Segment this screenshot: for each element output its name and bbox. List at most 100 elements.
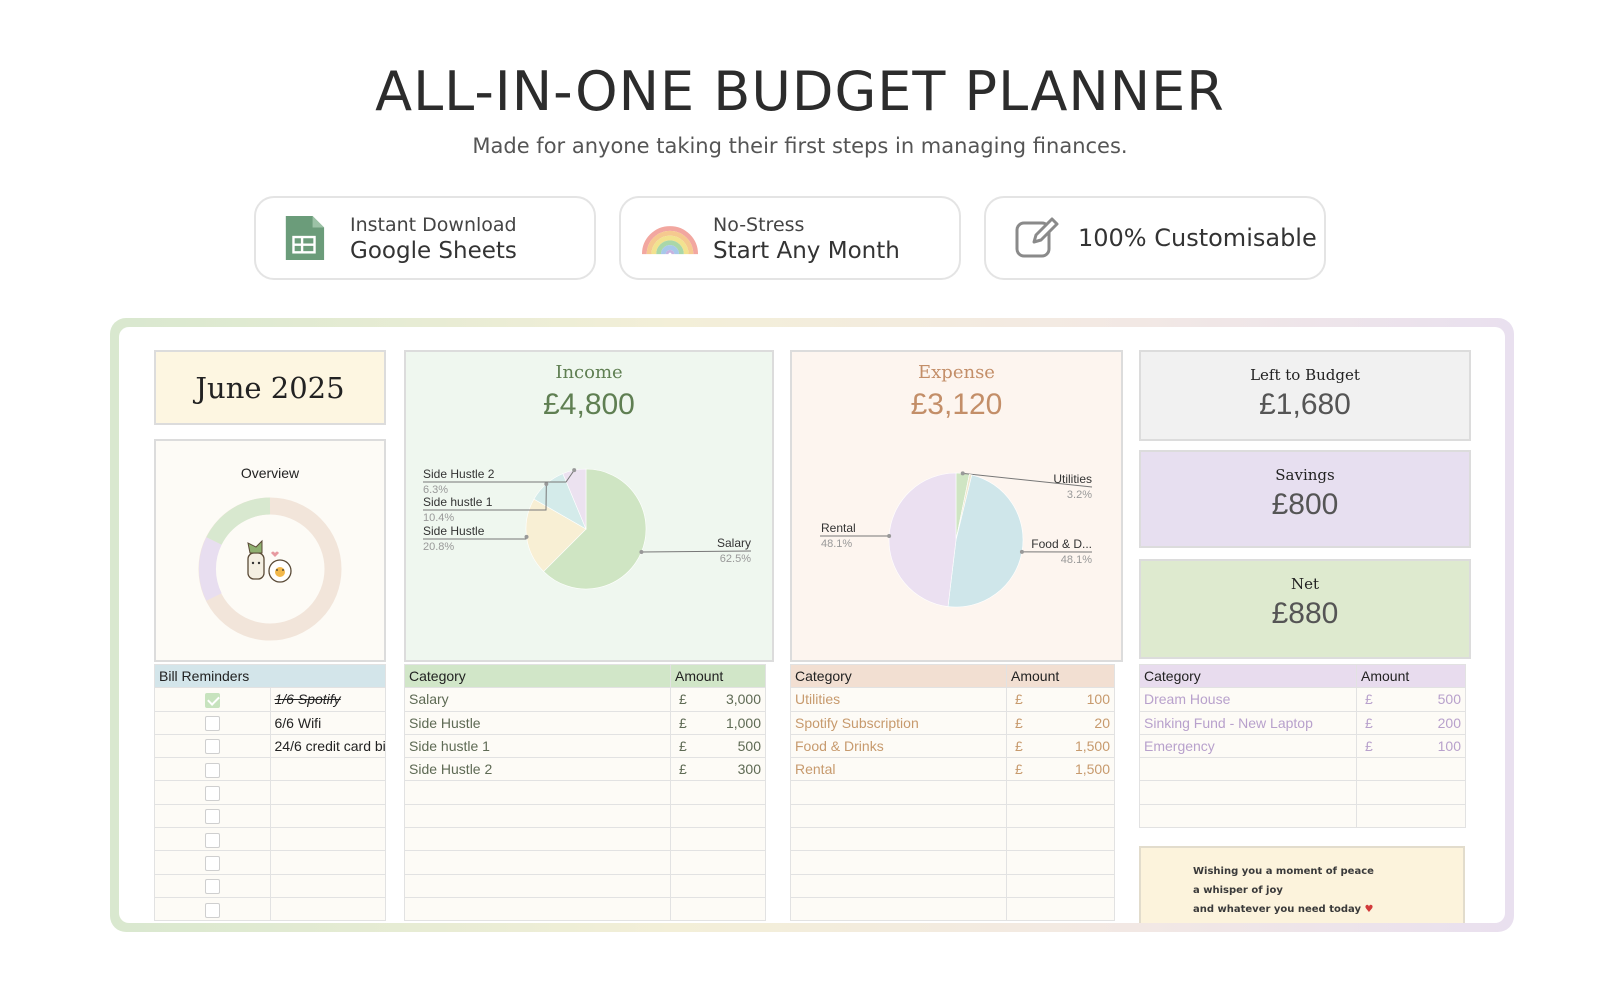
currency-cell[interactable] xyxy=(670,780,699,805)
currency-cell[interactable]: £ xyxy=(1006,757,1037,782)
currency-cell[interactable] xyxy=(1006,850,1037,875)
amount-cell[interactable]: 500 xyxy=(1386,687,1466,712)
bill-label[interactable] xyxy=(269,827,386,852)
currency-cell[interactable] xyxy=(1006,827,1037,852)
bill-label[interactable] xyxy=(269,850,386,875)
currency-cell[interactable] xyxy=(670,896,699,922)
amount-cell[interactable]: 1,500 xyxy=(1036,757,1115,782)
amount-cell[interactable]: 20 xyxy=(1036,710,1115,735)
category-cell[interactable] xyxy=(790,780,1007,805)
amount-cell[interactable] xyxy=(1036,873,1115,898)
currency-cell[interactable] xyxy=(1356,780,1387,805)
currency-cell[interactable] xyxy=(1006,873,1037,898)
bill-checkbox[interactable] xyxy=(204,809,220,825)
currency-cell[interactable] xyxy=(1006,896,1037,922)
currency-cell[interactable] xyxy=(1356,803,1387,829)
category-cell[interactable]: Emergency xyxy=(1139,733,1357,759)
bill-label[interactable] xyxy=(269,896,386,922)
amount-cell[interactable]: 200 xyxy=(1386,710,1466,735)
category-cell[interactable] xyxy=(404,780,671,805)
currency-cell[interactable] xyxy=(670,873,699,898)
category-cell[interactable]: Side Hustle 2 xyxy=(404,757,671,782)
amount-cell[interactable]: 100 xyxy=(1386,733,1466,759)
currency-cell[interactable]: £ xyxy=(670,687,699,712)
bill-checkbox[interactable] xyxy=(204,692,220,708)
amount-cell[interactable] xyxy=(698,803,766,829)
savings-value: £800 xyxy=(1271,488,1339,521)
currency-cell[interactable]: £ xyxy=(1356,710,1387,735)
currency-cell[interactable] xyxy=(670,827,699,852)
currency-cell[interactable]: £ xyxy=(670,733,699,759)
amount-cell[interactable] xyxy=(1386,803,1466,829)
category-cell[interactable] xyxy=(1139,757,1357,782)
amount-cell[interactable] xyxy=(1036,896,1115,922)
amount-cell[interactable] xyxy=(1036,827,1115,852)
amount-cell[interactable] xyxy=(698,896,766,922)
currency-cell[interactable] xyxy=(1006,803,1037,829)
currency-cell[interactable] xyxy=(670,803,699,829)
amount-cell[interactable]: 500 xyxy=(698,733,766,759)
category-cell[interactable]: Side Hustle xyxy=(404,710,671,735)
bill-checkbox[interactable] xyxy=(204,855,220,871)
amount-cell[interactable] xyxy=(1036,850,1115,875)
currency-cell[interactable]: £ xyxy=(1006,733,1037,759)
amount-cell[interactable] xyxy=(1036,780,1115,805)
category-cell[interactable] xyxy=(790,827,1007,852)
category-cell[interactable]: Rental xyxy=(790,757,1007,782)
category-cell[interactable] xyxy=(404,803,671,829)
category-cell[interactable] xyxy=(404,873,671,898)
category-cell[interactable] xyxy=(790,803,1007,829)
bill-label[interactable]: 1/6 Spotify xyxy=(269,687,386,712)
category-cell[interactable]: Food & Drinks xyxy=(790,733,1007,759)
bill-checkbox[interactable] xyxy=(204,902,220,918)
amount-cell[interactable]: 1,500 xyxy=(1036,733,1115,759)
category-cell[interactable] xyxy=(1139,780,1357,805)
bill-checkbox[interactable] xyxy=(204,716,220,732)
bill-label[interactable]: 24/6 credit card bill xyxy=(269,733,386,759)
amount-cell[interactable] xyxy=(1386,757,1466,782)
currency-cell[interactable]: £ xyxy=(1356,687,1387,712)
bill-checkbox[interactable] xyxy=(204,832,220,848)
category-cell[interactable] xyxy=(790,896,1007,922)
bill-checkbox[interactable] xyxy=(204,762,220,778)
quote-line: and whatever you need today xyxy=(1193,904,1361,915)
bill-checkbox[interactable] xyxy=(204,879,220,895)
currency-cell[interactable]: £ xyxy=(1356,733,1387,759)
currency-cell[interactable] xyxy=(1006,780,1037,805)
category-cell[interactable] xyxy=(404,850,671,875)
bill-label[interactable] xyxy=(269,873,386,898)
amount-cell[interactable]: 100 xyxy=(1036,687,1115,712)
currency-cell[interactable] xyxy=(1356,757,1387,782)
amount-cell[interactable] xyxy=(698,780,766,805)
amount-cell[interactable] xyxy=(1386,780,1466,805)
category-cell[interactable] xyxy=(790,873,1007,898)
amount-cell[interactable] xyxy=(698,873,766,898)
category-cell[interactable]: Utilities xyxy=(790,687,1007,712)
amount-cell[interactable]: 3,000 xyxy=(698,687,766,712)
category-cell[interactable] xyxy=(404,827,671,852)
category-cell[interactable]: Dream House xyxy=(1139,687,1357,712)
category-cell[interactable]: Spotify Subscription xyxy=(790,710,1007,735)
currency-cell[interactable]: £ xyxy=(1006,710,1037,735)
bill-label[interactable] xyxy=(269,803,386,829)
amount-cell[interactable]: 300 xyxy=(698,757,766,782)
currency-cell[interactable]: £ xyxy=(670,757,699,782)
bill-label[interactable] xyxy=(269,757,386,782)
amount-cell[interactable] xyxy=(698,850,766,875)
currency-cell[interactable]: £ xyxy=(1006,687,1037,712)
category-cell[interactable]: Sinking Fund - New Laptop xyxy=(1139,710,1357,735)
currency-cell[interactable] xyxy=(670,850,699,875)
category-cell[interactable]: Salary xyxy=(404,687,671,712)
category-cell[interactable]: Side hustle 1 xyxy=(404,733,671,759)
category-cell[interactable] xyxy=(790,850,1007,875)
category-cell[interactable] xyxy=(404,896,671,922)
amount-cell[interactable] xyxy=(1036,803,1115,829)
amount-cell[interactable] xyxy=(698,827,766,852)
bill-label[interactable]: 6/6 Wifi xyxy=(269,710,386,735)
bill-checkbox[interactable] xyxy=(204,786,220,802)
amount-cell[interactable]: 1,000 xyxy=(698,710,766,735)
bill-label[interactable] xyxy=(269,780,386,805)
bill-checkbox[interactable] xyxy=(204,739,220,755)
currency-cell[interactable]: £ xyxy=(670,710,699,735)
category-cell[interactable] xyxy=(1139,803,1357,829)
